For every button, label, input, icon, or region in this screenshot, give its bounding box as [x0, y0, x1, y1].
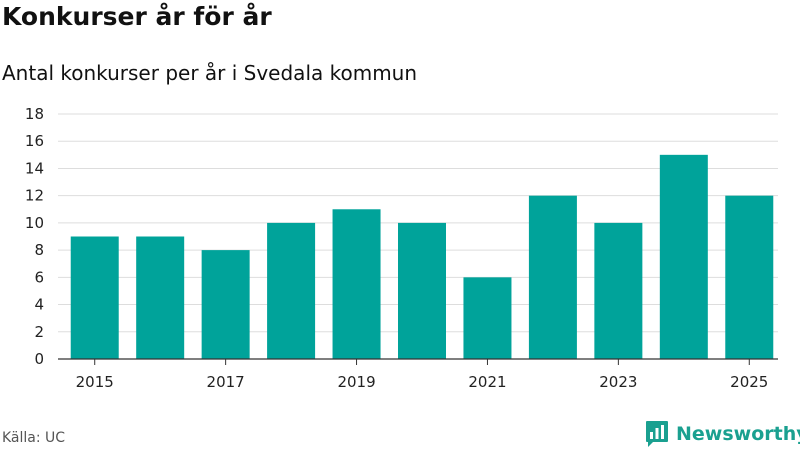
bar-2017 [201, 250, 250, 359]
x-tick-label: 2017 [207, 373, 245, 391]
bar-2022 [528, 195, 577, 359]
source-note: Källa: UC [2, 430, 66, 446]
x-tick-label: 2021 [468, 373, 506, 391]
bar-2015 [70, 236, 119, 359]
y-tick-label: 8 [34, 241, 44, 259]
chart-subtitle: Antal konkurser per år i Svedala kommun [2, 61, 418, 85]
x-tick-label: 2015 [76, 373, 114, 391]
bar-2016 [136, 236, 185, 359]
x-tick-label: 2023 [599, 373, 637, 391]
y-tick-label: 6 [34, 268, 44, 286]
bar-2019 [332, 209, 381, 359]
y-tick-label: 16 [25, 132, 44, 150]
y-tick-label: 2 [34, 323, 44, 341]
x-tick-label: 2019 [337, 373, 375, 391]
chart-title: Konkurser år för år [2, 2, 272, 31]
bar-2024 [659, 154, 708, 359]
bar-2021 [463, 277, 512, 359]
bar-2025 [725, 195, 774, 359]
brand-logo[interactable]: Newsworthy [645, 420, 800, 448]
bar-2023 [594, 222, 643, 359]
newsworthy-logo-icon [646, 421, 668, 447]
brand-name: Newsworthy [676, 423, 800, 445]
y-tick-label: 10 [25, 214, 44, 232]
y-tick-label: 4 [34, 296, 44, 314]
x-tick-label: 2025 [730, 373, 768, 391]
y-tick-label: 12 [25, 187, 44, 205]
bar-2018 [267, 222, 316, 359]
y-tick-label: 18 [25, 105, 44, 123]
bar-2020 [398, 222, 446, 359]
y-tick-label: 0 [34, 350, 44, 368]
y-tick-label: 14 [25, 159, 44, 177]
